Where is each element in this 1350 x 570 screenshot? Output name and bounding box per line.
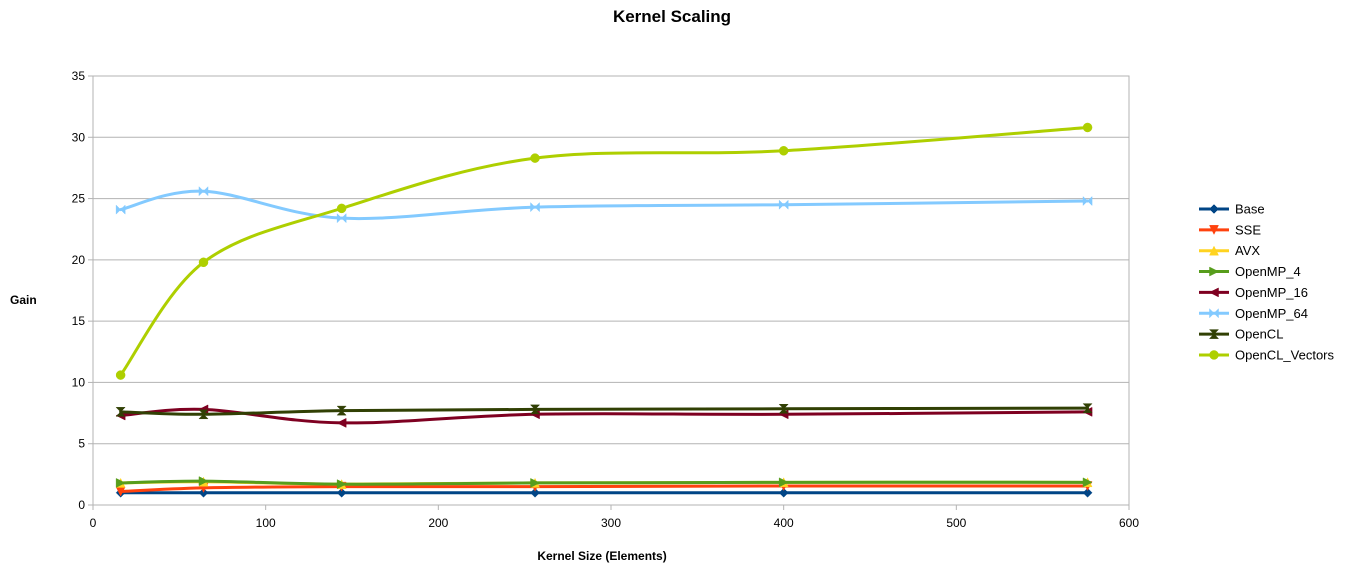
series-line-sse — [119, 484, 1090, 494]
series-line-openmp-4 — [119, 479, 1090, 486]
x-tick-label: 600 — [1119, 516, 1139, 530]
data-point-base — [778, 487, 789, 498]
x-tick-label: 200 — [428, 516, 448, 530]
legend-label: AVX — [1235, 243, 1260, 258]
data-point-openmp-4 — [336, 479, 347, 490]
chart-title: Kernel Scaling — [613, 7, 731, 26]
legend-marker-openmp-4 — [1209, 266, 1220, 277]
data-point-opencl-vectors — [530, 153, 540, 163]
data-point-openmp-4 — [778, 477, 789, 488]
legend-marker-avx — [1209, 245, 1219, 256]
data-point-base — [1082, 487, 1093, 498]
legend-item-base: Base — [1199, 202, 1265, 217]
data-point-openmp-64 — [530, 202, 540, 213]
legend-item-avx: AVX — [1199, 243, 1260, 258]
series-line-openmp-64 — [119, 189, 1090, 221]
legend-marker-opencl — [1208, 329, 1220, 339]
x-tick-label: 300 — [601, 516, 621, 530]
data-point-opencl — [336, 405, 347, 416]
data-point-openmp-4 — [530, 478, 541, 488]
data-point-openmp-16 — [336, 417, 347, 428]
y-tick-label: 30 — [72, 130, 86, 144]
legend-label: OpenCL — [1235, 327, 1283, 342]
series-openmp-4 — [115, 476, 1093, 490]
legend-label: OpenMP_4 — [1235, 264, 1301, 279]
legend-marker-openmp-64 — [1209, 308, 1219, 319]
data-point-openmp-64 — [778, 199, 789, 210]
y-axis-label: Gain — [10, 293, 37, 307]
data-point-opencl — [778, 404, 789, 414]
series-opencl-vectors — [115, 122, 1093, 380]
x-axis-label: Kernel Size (Elements) — [537, 549, 666, 563]
y-tick-label: 35 — [72, 69, 86, 83]
legend-label: SSE — [1235, 222, 1261, 237]
legend-item-sse: SSE — [1199, 222, 1261, 237]
x-tick-label: 400 — [774, 516, 794, 530]
data-point-openmp-4 — [115, 478, 126, 488]
legend-marker-base — [1209, 204, 1219, 214]
series-line-opencl-vectors — [119, 125, 1090, 377]
legend: Base SSE AVX OpenMP_4 OpenMP_16 OpenMP_64 Open… — [1199, 202, 1335, 362]
data-point-openmp-64 — [1082, 195, 1093, 207]
data-point-openmp-64 — [336, 213, 347, 224]
legend-label: Base — [1235, 202, 1265, 217]
x-tick-label: 0 — [90, 516, 97, 530]
legend-marker-openmp-16 — [1208, 287, 1219, 298]
y-tick-label: 0 — [78, 498, 85, 512]
data-point-openmp-64 — [198, 186, 209, 197]
y-tick-label: 10 — [72, 375, 86, 389]
x-axis-ticks: 0 100 200 300 400 500 600 — [90, 505, 1139, 530]
legend-item-openmp-4: OpenMP_4 — [1199, 264, 1301, 279]
series-base — [115, 487, 1093, 498]
y-tick-label: 25 — [72, 192, 86, 206]
series-opencl — [115, 403, 1093, 420]
series-layer — [115, 122, 1093, 498]
legend-label: OpenMP_16 — [1235, 285, 1308, 300]
y-tick-label: 15 — [72, 314, 86, 328]
gridlines — [93, 136, 1129, 445]
data-point-base — [530, 487, 540, 498]
x-tick-label: 500 — [946, 516, 966, 530]
legend-item-openmp-16: OpenMP_16 — [1199, 285, 1308, 300]
legend-label: OpenCL_Vectors — [1235, 347, 1335, 362]
data-point-opencl — [529, 404, 541, 415]
legend-marker-opencl-vectors — [1209, 350, 1219, 360]
legend-item-opencl-vectors: OpenCL_Vectors — [1199, 347, 1335, 362]
y-axis-ticks: 0 5 10 15 20 25 30 35 — [72, 69, 93, 512]
x-tick-label: 100 — [256, 516, 276, 530]
legend-marker-sse — [1209, 225, 1219, 235]
legend-label: OpenMP_64 — [1235, 306, 1308, 321]
data-point-openmp-4 — [1082, 477, 1093, 488]
data-point-opencl-vectors — [198, 257, 209, 268]
data-point-opencl-vectors — [336, 203, 347, 214]
series-openmp-64 — [115, 186, 1093, 224]
data-point-opencl-vectors — [115, 370, 126, 380]
y-tick-label: 5 — [78, 437, 85, 451]
data-point-opencl — [198, 409, 209, 420]
data-point-opencl-vectors — [1082, 122, 1093, 133]
data-point-openmp-4 — [198, 476, 209, 487]
data-point-opencl — [1082, 403, 1093, 413]
plot-area — [92, 75, 1130, 506]
legend-item-opencl: OpenCL — [1199, 327, 1283, 342]
y-tick-label: 20 — [72, 253, 86, 267]
data-point-openmp-64 — [115, 204, 126, 215]
legend-item-openmp-64: OpenMP_64 — [1199, 306, 1308, 321]
data-point-opencl-vectors — [778, 146, 789, 156]
data-point-opencl — [115, 407, 126, 417]
series-line-opencl — [119, 406, 1090, 416]
data-point-base — [336, 487, 347, 498]
